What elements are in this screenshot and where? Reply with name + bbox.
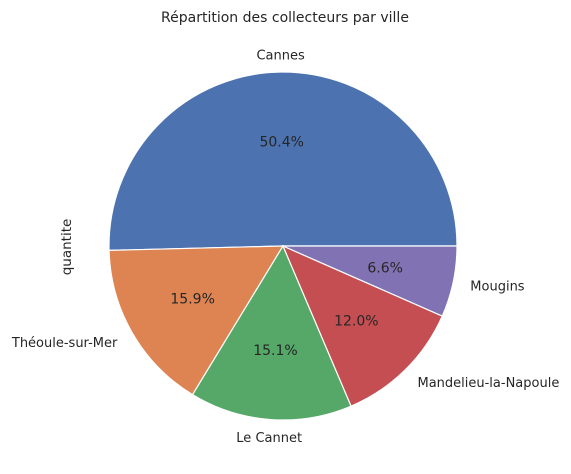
percentage-labels: 50.4% 15.9% 15.1% 12.0% 6.6%: [170, 135, 403, 360]
chart-title: Répartition des collecteurs par ville: [161, 10, 409, 26]
pie-slices: [108, 71, 458, 421]
y-axis-label: quantite: [59, 219, 75, 276]
slice-theoule-sur-mer: [108, 245, 285, 396]
category-label-le-cannet: Le Cannet: [236, 431, 302, 446]
category-label-cannes: Cannes: [256, 49, 305, 64]
category-labels: Cannes Théoule-sur-Mer Le Cannet Mandelieu-…: [11, 49, 559, 446]
pct-label-theoule-sur-mer: 15.9%: [170, 291, 214, 307]
pct-label-le-cannet: 15.1%: [253, 343, 297, 359]
slice-mandelieu-la-napoule: [281, 244, 444, 407]
slice-le-cannet: [191, 244, 352, 421]
pct-label-cannes: 50.4%: [259, 135, 303, 151]
pct-label-mandelieu-la-napoule: 12.0%: [334, 313, 378, 329]
pct-label-mougins: 6.6%: [367, 260, 403, 276]
slice-mougins: [282, 245, 458, 317]
category-label-theoule-sur-mer: Théoule-sur-Mer: [11, 336, 118, 351]
slice-cannes: [108, 71, 458, 251]
category-label-mougins: Mougins: [470, 279, 525, 294]
category-label-mandelieu-la-napoule: Mandelieu-la-Napoule: [417, 376, 559, 391]
